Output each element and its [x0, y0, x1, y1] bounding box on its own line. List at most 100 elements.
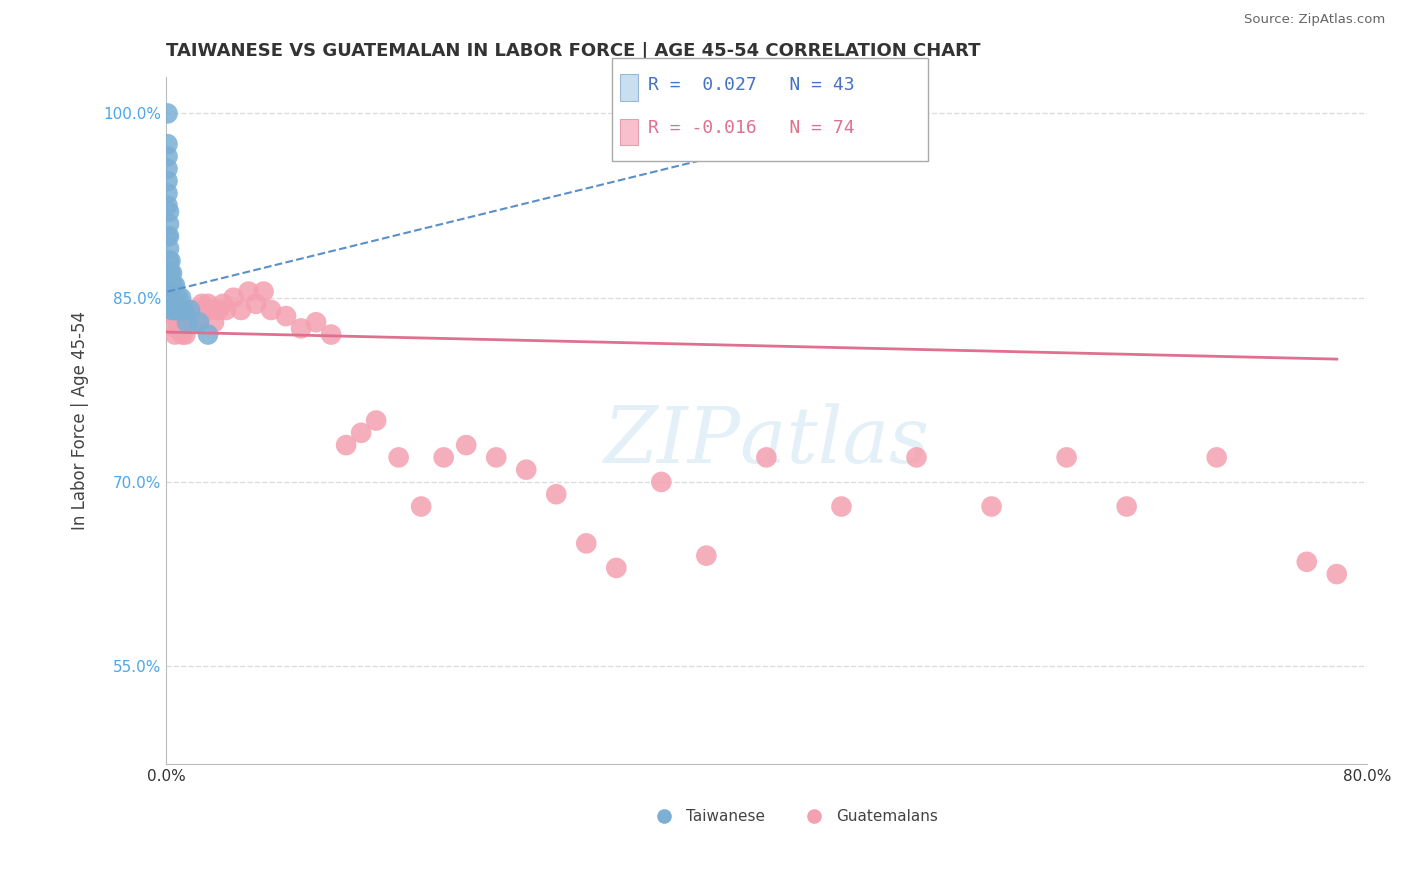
- Point: [183, 309, 205, 323]
- Point: [162, 291, 184, 305]
- Point: [238, 285, 260, 299]
- Point: [167, 303, 190, 318]
- Point: [546, 487, 568, 501]
- Point: [755, 450, 778, 465]
- Point: [1056, 450, 1078, 465]
- Text: R = -0.016   N = 74: R = -0.016 N = 74: [648, 119, 855, 136]
- Point: [163, 291, 186, 305]
- Point: [162, 297, 184, 311]
- Point: [159, 278, 181, 293]
- Point: [830, 500, 852, 514]
- Point: [366, 413, 388, 427]
- Point: [156, 285, 179, 299]
- Point: [157, 278, 180, 293]
- Point: [170, 321, 193, 335]
- Point: [184, 315, 207, 329]
- Point: [166, 321, 188, 335]
- Point: [157, 297, 180, 311]
- Point: [166, 309, 188, 323]
- Point: [156, 161, 179, 176]
- Point: [156, 186, 179, 201]
- Point: [156, 137, 179, 152]
- Point: [1115, 500, 1137, 514]
- Point: [190, 309, 212, 323]
- Point: [173, 303, 195, 318]
- Point: [170, 291, 193, 305]
- Point: [162, 303, 184, 318]
- Point: [156, 106, 179, 120]
- Point: [156, 174, 179, 188]
- Point: [163, 278, 186, 293]
- Point: [411, 500, 433, 514]
- Point: [202, 315, 225, 329]
- Point: [194, 303, 217, 318]
- Point: [162, 309, 184, 323]
- Point: [159, 291, 181, 305]
- Point: [159, 285, 181, 299]
- Point: [157, 204, 180, 219]
- Point: [159, 291, 181, 305]
- Point: [179, 315, 201, 329]
- Point: [159, 303, 181, 318]
- Point: [177, 303, 200, 318]
- Point: [160, 303, 183, 318]
- Point: [179, 303, 201, 318]
- Point: [200, 303, 222, 318]
- Point: [485, 450, 508, 465]
- Point: [162, 278, 184, 293]
- Point: [172, 309, 194, 323]
- Point: [166, 291, 188, 305]
- Point: [197, 327, 219, 342]
- Point: [197, 297, 219, 311]
- Point: [157, 242, 180, 256]
- Point: [163, 297, 186, 311]
- Point: [169, 303, 191, 318]
- Point: [650, 475, 672, 489]
- Point: [173, 315, 195, 329]
- Point: [159, 253, 181, 268]
- Point: [1205, 450, 1227, 465]
- Point: [274, 309, 297, 323]
- Text: Source: ZipAtlas.com: Source: ZipAtlas.com: [1244, 13, 1385, 27]
- Point: [157, 229, 180, 244]
- Point: [350, 425, 373, 440]
- Point: [335, 438, 357, 452]
- Text: R =  0.027   N = 43: R = 0.027 N = 43: [648, 76, 855, 94]
- Point: [172, 303, 194, 318]
- Point: [456, 438, 478, 452]
- Point: [176, 315, 198, 329]
- Point: [212, 297, 235, 311]
- Text: Guatemalans: Guatemalans: [837, 808, 938, 823]
- Point: [167, 291, 190, 305]
- Point: [169, 321, 191, 335]
- Point: [159, 266, 181, 280]
- Point: [188, 309, 211, 323]
- Point: [157, 217, 180, 231]
- Point: [160, 278, 183, 293]
- Text: ZIP​atlas: ZIP​atlas: [603, 403, 929, 479]
- Point: [160, 266, 183, 280]
- Point: [229, 303, 252, 318]
- Text: TAIWANESE VS GUATEMALAN IN LABOR FORCE | AGE 45-54 CORRELATION CHART: TAIWANESE VS GUATEMALAN IN LABOR FORCE |…: [166, 42, 980, 60]
- Point: [181, 315, 204, 329]
- Point: [186, 303, 208, 318]
- Point: [156, 149, 179, 163]
- Point: [172, 327, 194, 342]
- Point: [159, 278, 181, 293]
- Point: [252, 285, 274, 299]
- Point: [157, 291, 180, 305]
- Point: [245, 297, 267, 311]
- Point: [222, 291, 245, 305]
- Point: [319, 327, 342, 342]
- Point: [160, 303, 183, 318]
- Point: [191, 297, 214, 311]
- Point: [605, 561, 627, 575]
- Point: [515, 463, 537, 477]
- Point: [388, 450, 411, 465]
- Point: [157, 253, 180, 268]
- Point: [433, 450, 456, 465]
- Y-axis label: In Labor Force | Age 45-54: In Labor Force | Age 45-54: [72, 311, 89, 530]
- Point: [174, 303, 197, 318]
- Point: [180, 303, 202, 318]
- Point: [163, 303, 186, 318]
